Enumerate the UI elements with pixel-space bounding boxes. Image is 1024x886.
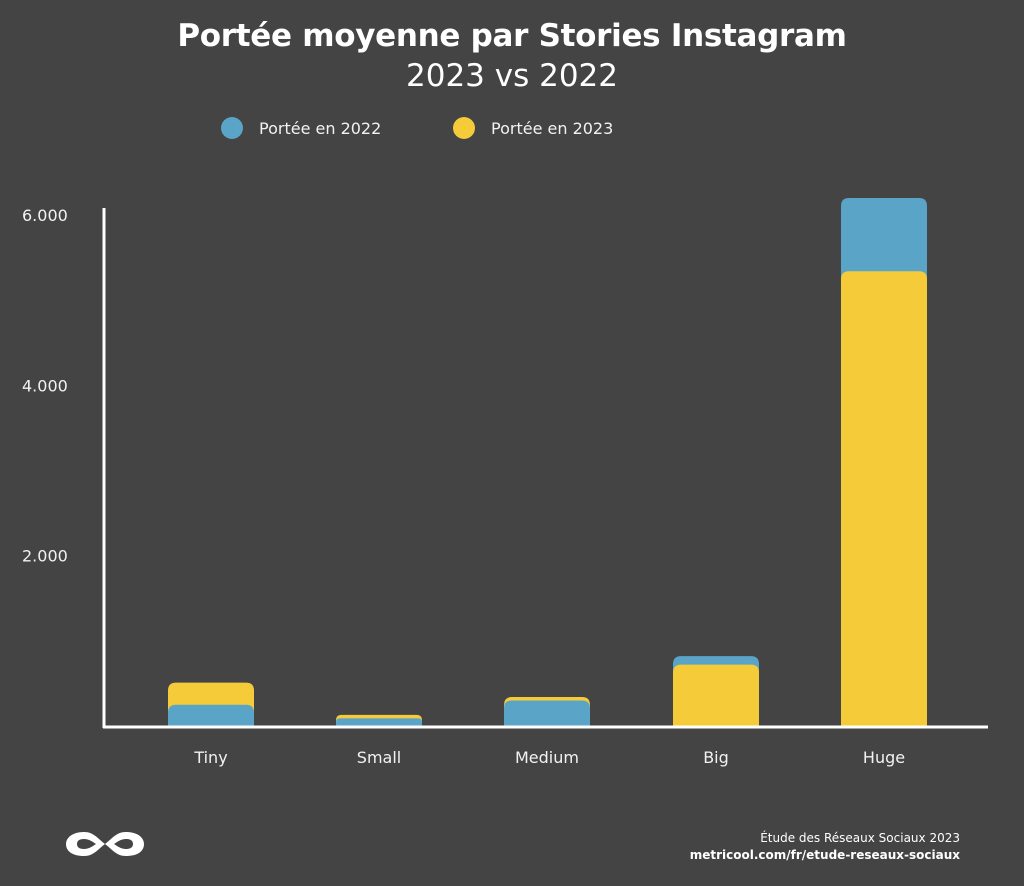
y-tick-label: 6.000	[22, 206, 68, 225]
bar-2022-small	[336, 718, 422, 726]
legend-item-2022: Portée en 2022	[221, 116, 381, 140]
y-tick-label: 2.000	[22, 547, 68, 566]
x-tick-label-tiny: Tiny	[193, 748, 227, 767]
x-tick-label-big: Big	[703, 748, 729, 767]
legend-label-2023: Portée en 2023	[491, 118, 614, 138]
legend-label-2022: Portée en 2022	[259, 118, 382, 138]
x-tick-label-huge: Huge	[863, 748, 905, 767]
bar-2023-huge	[841, 271, 927, 726]
y-tick-label: 4.000	[22, 376, 68, 395]
bar-2023-big	[673, 664, 759, 726]
bar-2022-tiny	[168, 704, 254, 726]
x-tick-label-small: Small	[357, 748, 401, 767]
chart-title: Portée moyenne par Stories Instagram	[177, 18, 847, 54]
legend-item-2023: Portée en 2023	[453, 116, 613, 140]
footer-url: metricool.com/fr/etude-reseaux-sociaux	[689, 848, 960, 862]
x-tick-label-medium: Medium	[515, 748, 579, 767]
legend-marker-2022	[221, 117, 243, 139]
footer-study-title: Étude des Réseaux Sociaux 2023	[760, 831, 960, 845]
chart-subtitle: 2023 vs 2022	[406, 58, 618, 94]
bar-2022-medium	[504, 700, 590, 726]
legend-marker-2023	[453, 117, 475, 139]
infinity-icon	[66, 832, 144, 856]
